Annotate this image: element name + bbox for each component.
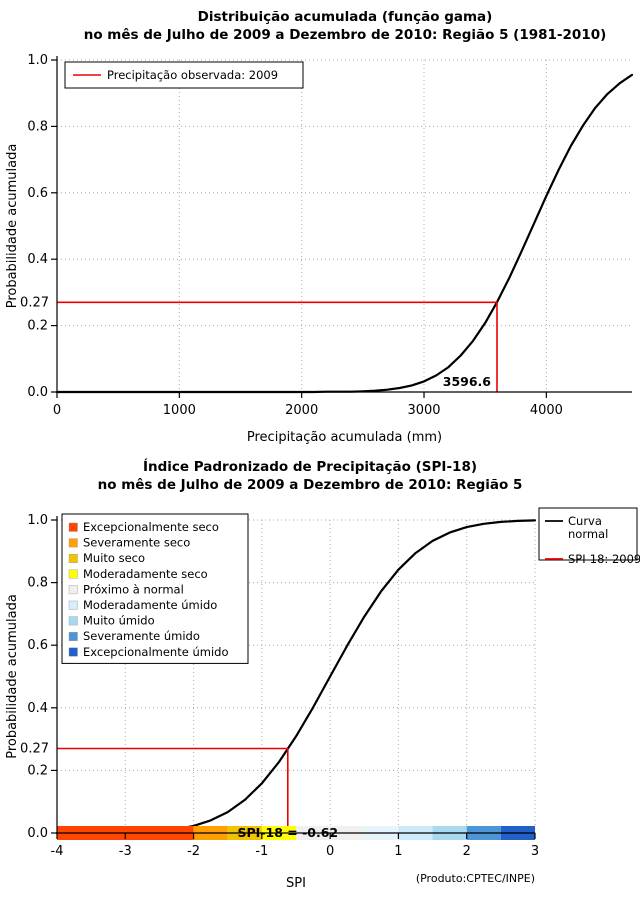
- product-credit: (Produto:CPTEC/INPE): [416, 872, 535, 885]
- svg-text:2: 2: [463, 844, 471, 859]
- svg-text:0: 0: [326, 844, 334, 859]
- observed-value-marker: [57, 747, 289, 827]
- svg-text:Excepcionalmente seco: Excepcionalmente seco: [83, 520, 219, 534]
- category-swatch: [68, 600, 78, 610]
- spi-cdf-svg: Índice Padronizado de Precipitação (SPI-…: [0, 450, 640, 900]
- svg-text:0.8: 0.8: [27, 119, 48, 134]
- svg-text:Muito úmido: Muito úmido: [83, 614, 155, 628]
- probability-label: 0.27: [20, 295, 49, 310]
- svg-text:Moderadamente úmido: Moderadamente úmido: [83, 598, 217, 612]
- category-swatch: [68, 553, 78, 563]
- svg-text:0.2: 0.2: [27, 319, 48, 334]
- spi-color-bar: [57, 826, 535, 840]
- svg-text:-2: -2: [187, 844, 200, 859]
- svg-text:Severamente úmido: Severamente úmido: [83, 629, 200, 643]
- svg-text:0.6: 0.6: [27, 638, 48, 653]
- svg-text:0.4: 0.4: [27, 701, 48, 716]
- probability-label: 0.27: [20, 741, 49, 756]
- svg-text:2000: 2000: [285, 403, 318, 418]
- svg-text:0.4: 0.4: [27, 252, 48, 267]
- observed-legend: Precipitação observada: 2009: [64, 61, 304, 89]
- chart-subtitle: no mês de Julho de 2009 a Dezembro de 20…: [98, 477, 523, 493]
- svg-text:Severamente seco: Severamente seco: [83, 536, 190, 550]
- svg-text:0.0: 0.0: [27, 385, 48, 400]
- y-axis-label: Probabilidade acumulada: [5, 144, 20, 309]
- tick-labels: 0 1000 2000 3000 4000 0.0 0.2 0.4 0.6 0.8 1.0: [27, 53, 563, 418]
- y-axis-label: Probabilidade acumulada: [5, 594, 20, 759]
- svg-text:4000: 4000: [530, 403, 563, 418]
- observed-value-marker: [57, 301, 498, 392]
- category-swatch: [68, 585, 78, 595]
- precipitation-value-label: 3596.6: [443, 374, 492, 389]
- chart-subtitle: no mês de Julho de 2009 a Dezembro de 20…: [84, 27, 607, 43]
- svg-text:Precipitação observada: 2009: Precipitação observada: 2009: [107, 68, 278, 82]
- svg-text:Muito seco: Muito seco: [83, 551, 145, 565]
- category-swatch: [68, 647, 78, 657]
- category-swatch: [68, 522, 78, 532]
- axes: [51, 56, 632, 398]
- svg-text:0.2: 0.2: [27, 763, 48, 778]
- svg-text:Excepcionalmente úmido: Excepcionalmente úmido: [83, 645, 228, 659]
- tick-labels: -4 -3 -2 -1 0 1 2 3 0.0 0.2 0.4 0.6 0.8 1.0: [27, 513, 539, 859]
- category-swatch: [68, 631, 78, 641]
- category-swatch: [68, 616, 78, 626]
- svg-text:Moderadamente seco: Moderadamente seco: [83, 567, 208, 581]
- svg-text:-4: -4: [51, 844, 64, 859]
- svg-text:0: 0: [53, 403, 61, 418]
- spi-cdf-chart: Índice Padronizado de Precipitação (SPI-…: [0, 450, 640, 900]
- svg-text:Próximo à normal: Próximo à normal: [83, 582, 184, 596]
- svg-text:3000: 3000: [407, 403, 440, 418]
- svg-text:1.0: 1.0: [27, 53, 48, 68]
- x-axis-label: Precipitação acumulada (mm): [247, 430, 442, 445]
- svg-text:SPI-18: 2009: SPI-18: 2009: [568, 552, 640, 566]
- category-swatch: [68, 538, 78, 548]
- chart-title: Distribuição acumulada (função gama): [198, 9, 493, 25]
- chart-title: Índice Padronizado de Precipitação (SPI-…: [143, 458, 477, 475]
- svg-text:-3: -3: [119, 844, 132, 859]
- gamma-cdf-chart: Distribuição acumulada (função gama) no m…: [5, 9, 634, 445]
- gamma-cdf-svg: Distribuição acumulada (função gama) no m…: [5, 9, 634, 445]
- svg-text:0.0: 0.0: [27, 826, 48, 841]
- svg-text:normal: normal: [568, 527, 608, 541]
- svg-text:1: 1: [394, 844, 402, 859]
- category-swatch: [68, 569, 78, 579]
- svg-text:3: 3: [531, 844, 539, 859]
- svg-text:0.8: 0.8: [27, 576, 48, 591]
- axes: [51, 516, 536, 839]
- svg-text:1.0: 1.0: [27, 513, 48, 528]
- svg-text:1000: 1000: [163, 403, 196, 418]
- svg-text:-1: -1: [255, 844, 268, 859]
- svg-text:Curva: Curva: [568, 514, 602, 528]
- svg-text:0.6: 0.6: [27, 186, 48, 201]
- x-axis-label: SPI: [286, 876, 306, 891]
